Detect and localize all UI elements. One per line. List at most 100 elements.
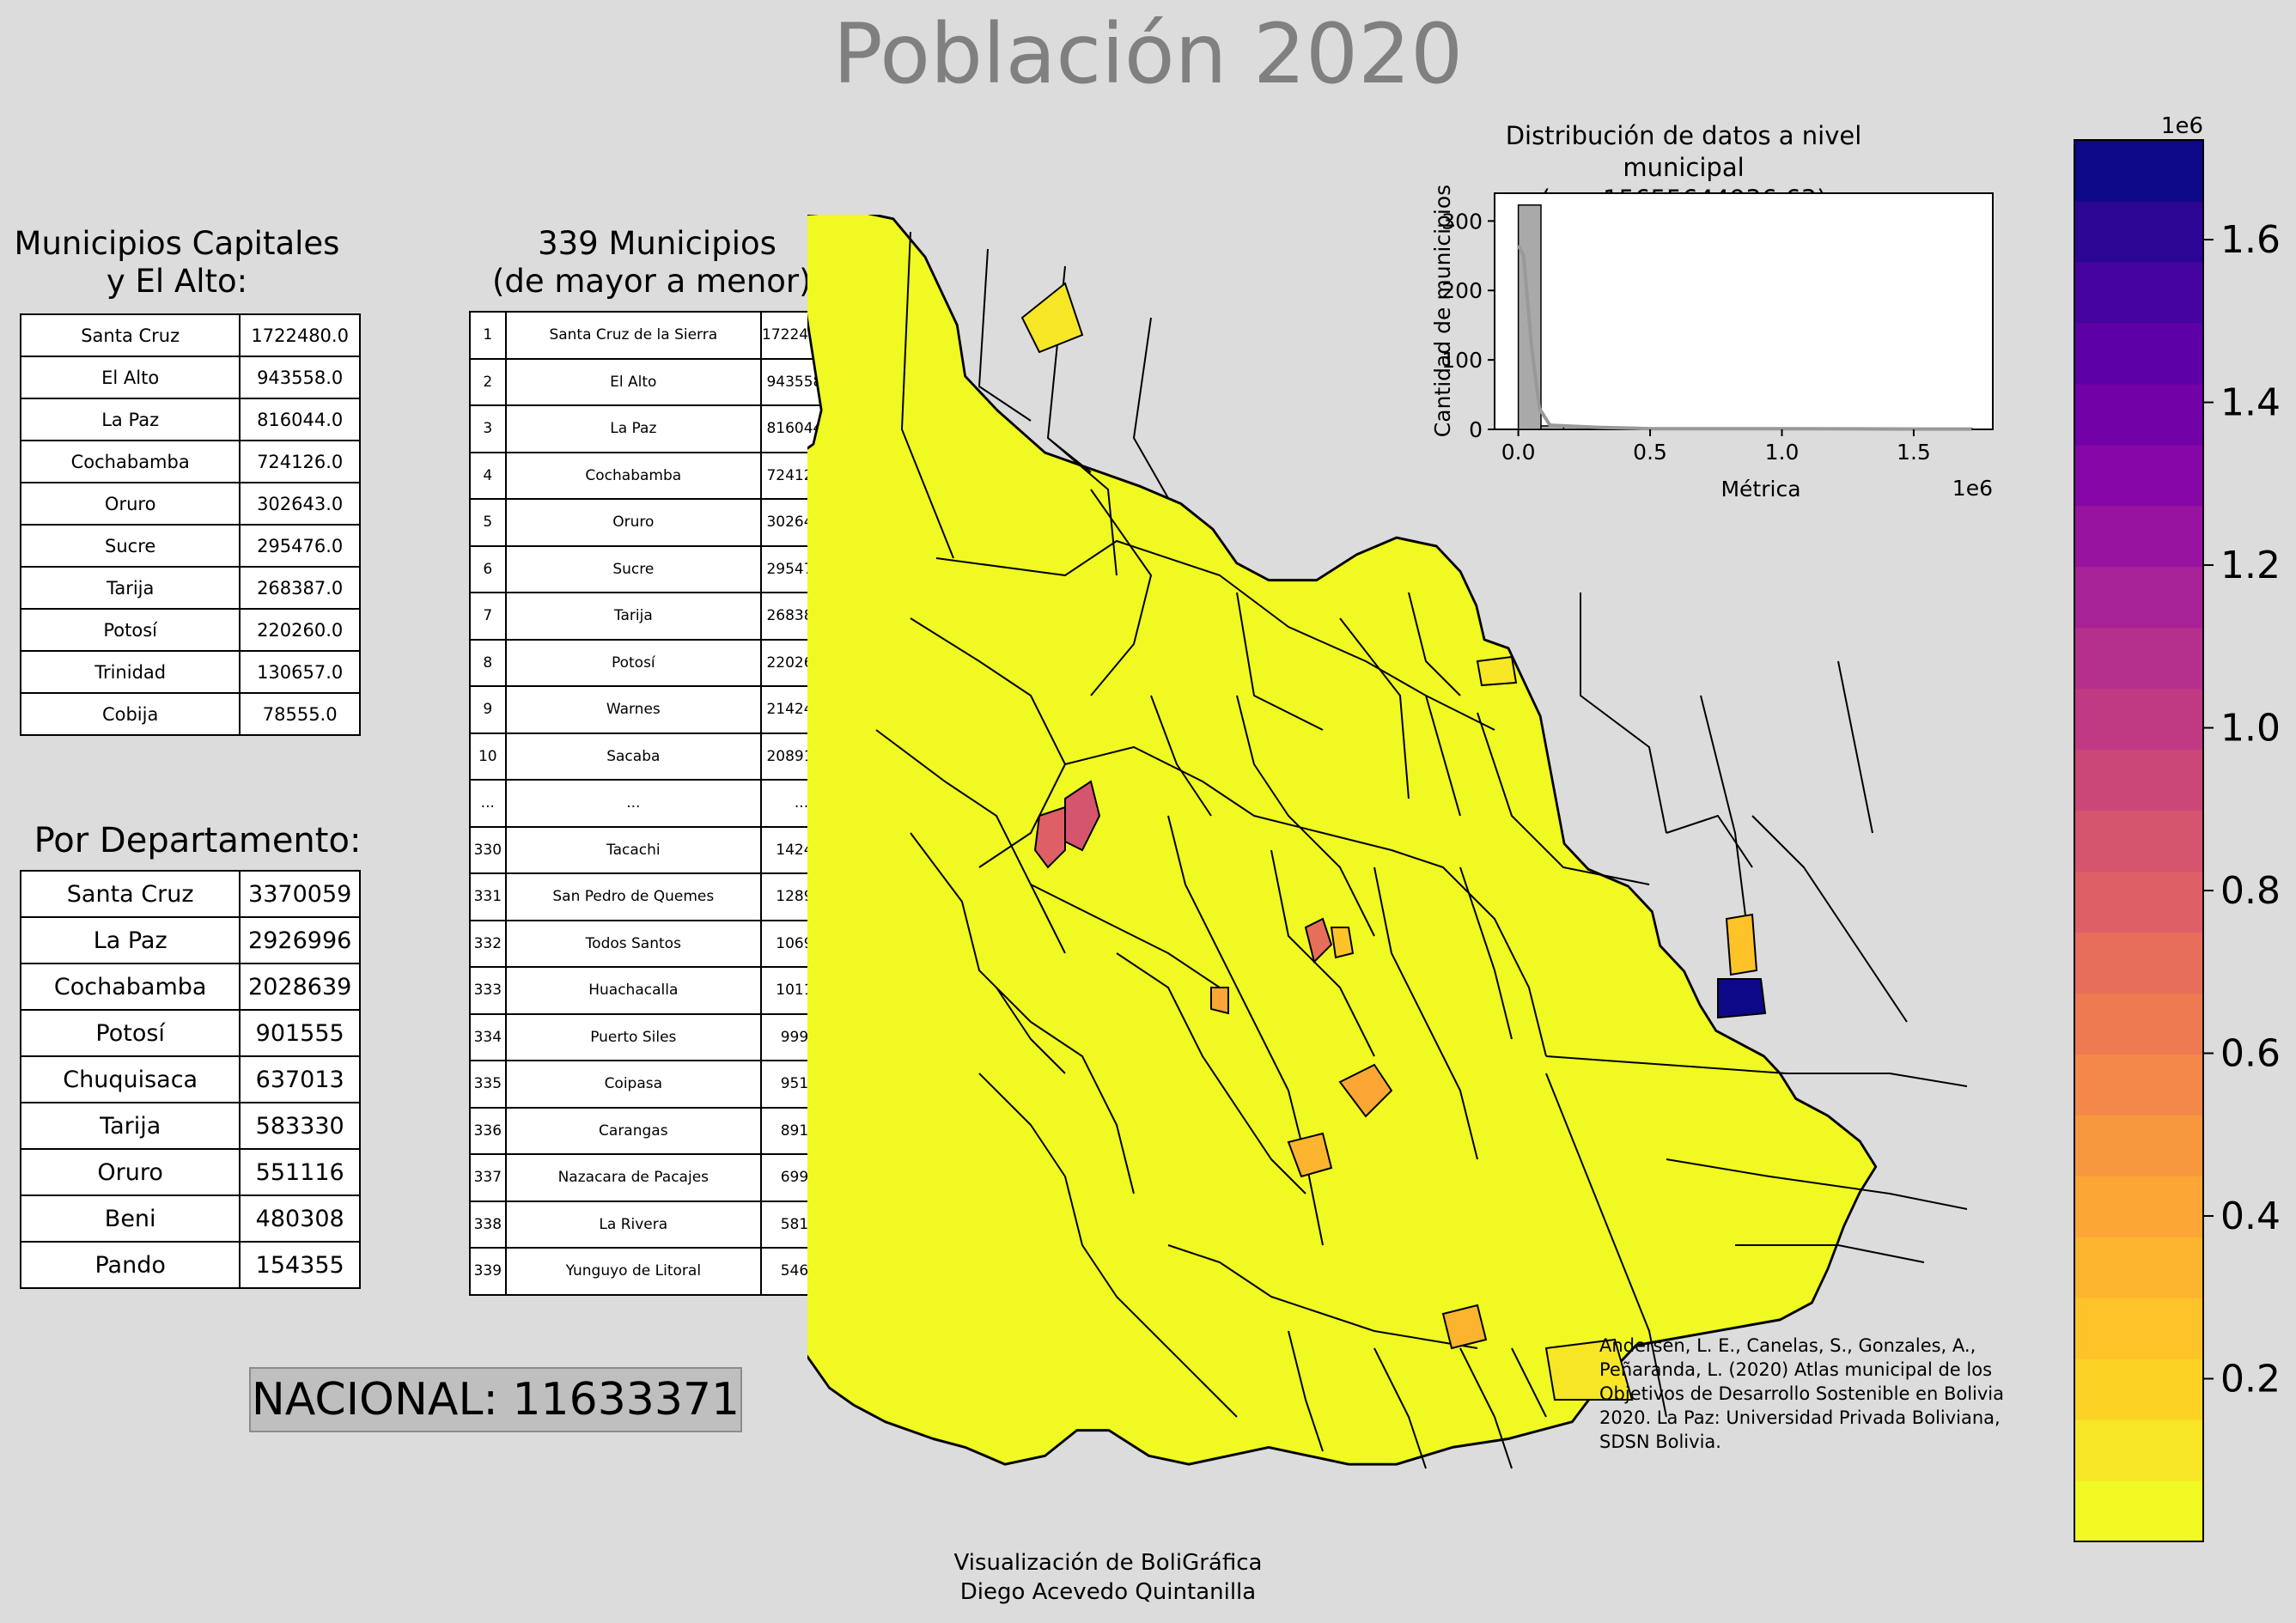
- municipality-row-name: La Paz: [504, 404, 763, 453]
- municipality-row-rank: 339: [469, 1247, 507, 1296]
- credits: Visualización de BoliGráfica Diego Aceve…: [773, 1548, 1443, 1607]
- colorbar-band: [2074, 444, 2203, 507]
- municipality-row: 10 Sacaba 208913.0: [469, 732, 843, 781]
- colorbar-band: [2074, 261, 2203, 324]
- municipality-row: 6 Sucre 295476.0: [469, 544, 843, 593]
- municipality-row-rank: 1: [469, 311, 507, 360]
- department-row: Pando 154355: [19, 1241, 361, 1289]
- municipalities-title-line2: (de mayor a menor):: [491, 263, 823, 300]
- department-row-value: 154355: [239, 1241, 361, 1289]
- municipality-row-rank: 333: [469, 966, 507, 1015]
- departments-table: Santa Cruz 3370059 La Paz 2926996 Cochabamba…: [19, 870, 361, 1289]
- colorbar-band: [2074, 749, 2203, 812]
- municipality-row-rank: 5: [469, 498, 507, 547]
- municipality-row-name: Tacachi: [504, 825, 763, 874]
- histogram-title-line1: Distribución de datos a nivel municipal: [1505, 121, 1862, 182]
- department-row: Potosí 901555: [19, 1009, 361, 1057]
- municipality-row-name: Tarija: [504, 592, 763, 641]
- histogram-kde-line: [1516, 244, 1972, 431]
- department-row: Beni 480308: [19, 1194, 361, 1243]
- municipality-row-name: Carangas: [504, 1106, 763, 1155]
- capital-row-value: 816044.0: [239, 398, 361, 441]
- capital-row: La Paz 816044.0: [19, 398, 361, 441]
- page-title: Población 2020: [832, 6, 1464, 102]
- capital-row: Tarija 268387.0: [19, 566, 361, 610]
- capital-row-value: 130657.0: [239, 650, 361, 694]
- municipality-row-rank: ...: [469, 779, 507, 828]
- municipality-row: 332 Todos Santos 1069.0: [469, 919, 843, 968]
- capital-row-name: La Paz: [19, 398, 241, 441]
- municipality-row-name: La Rivera: [504, 1200, 763, 1249]
- department-row-name: Cochabamba: [19, 963, 241, 1011]
- capital-row-value: 302643.0: [239, 482, 361, 526]
- municipality-row-rank: 335: [469, 1060, 507, 1109]
- municipality-row-rank: 331: [469, 872, 507, 921]
- colorbar-band: [2074, 1419, 2203, 1481]
- capital-row-name: Trinidad: [19, 650, 241, 694]
- colorbar-band: [2074, 1054, 2203, 1115]
- national-total: NACIONAL: 11633371: [249, 1367, 742, 1432]
- department-row: Cochabamba 2028639: [19, 963, 361, 1011]
- source-reference: Andersen, L. E., Canelas, S., Gonzales, …: [1599, 1335, 2005, 1452]
- department-row-value: 2926996: [239, 916, 361, 964]
- map-region-la-paz: [1033, 805, 1066, 869]
- department-row: Chuquisaca 637013: [19, 1055, 361, 1103]
- municipality-row-rank: 332: [469, 919, 507, 968]
- municipality-row-name: Coipasa: [504, 1060, 763, 1109]
- colorbar-tick-label: 1.2: [2220, 544, 2281, 587]
- colorbar-tick-label: 0.4: [2220, 1194, 2281, 1238]
- municipality-row-rank: 8: [469, 638, 507, 687]
- map-region-sacaba: [1330, 927, 1355, 959]
- department-row-name: La Paz: [19, 916, 241, 964]
- municipality-row-name: Yunguyo de Litoral: [504, 1247, 763, 1296]
- map-region-santa-cruz: [1717, 978, 1767, 1019]
- municipality-row-name: ...: [504, 779, 763, 828]
- capital-row: El Alto 943558.0: [19, 356, 361, 399]
- colorbar-band: [2074, 1176, 2203, 1237]
- colorbar-offset-label: 1e6: [2161, 113, 2203, 139]
- municipality-row: 8 Potosí 220260.0: [469, 638, 843, 687]
- municipality-row-name: Todos Santos: [504, 919, 763, 968]
- histogram-x-label: Métrica: [1720, 477, 1800, 501]
- histogram-y-tick-label: 200: [1441, 278, 1483, 303]
- department-row-name: Potosí: [19, 1009, 241, 1057]
- municipality-row: 1 Santa Cruz de la Sierra 1722480.0: [469, 311, 843, 360]
- colorbar-band: [2074, 871, 2203, 933]
- histogram-y-tick-label: 0: [1469, 417, 1483, 442]
- municipality-row-name: Huachacalla: [504, 966, 763, 1015]
- map-region-yacuiba: [1544, 1338, 1634, 1401]
- department-row: Oruro 551116: [19, 1148, 361, 1196]
- histogram-x-ticks: 0.0 0.5 1.0 1.5: [1501, 429, 1931, 465]
- histogram-chart: 0.0 0.5 1.0 1.5 0 100 200 300 Métrica 1e6 Cant…: [1430, 185, 1994, 501]
- municipality-row-rank: 337: [469, 1153, 507, 1202]
- municipality-row: 4 Cochabamba 724126.0: [469, 451, 843, 500]
- municipalities-title: 339 Municipios (de mayor a menor):: [471, 225, 843, 301]
- bolivia-map: [807, 215, 1967, 1469]
- municipality-row: 335 Coipasa 951.0: [469, 1060, 843, 1109]
- municipality-row: 337 Nazacara de Pacajes 699.0: [469, 1153, 843, 1202]
- municipality-row-name: El Alto: [504, 357, 763, 406]
- departments-title: Por Departamento:: [33, 821, 362, 860]
- municipality-row-rank: 10: [469, 732, 507, 781]
- municipality-row-rank: 338: [469, 1200, 507, 1249]
- histogram-y-label: Cantidad de municipios: [1430, 185, 1455, 437]
- capitals-title: Municipios Capitales y El Alto:: [0, 225, 354, 301]
- capital-row: Cobija 78555.0: [19, 692, 361, 736]
- histogram-x-tick-label: 0.5: [1633, 440, 1667, 465]
- capital-row: Potosí 220260.0: [19, 608, 361, 652]
- colorbar-band: [2074, 1298, 2203, 1359]
- municipality-row-name: Santa Cruz de la Sierra: [504, 311, 763, 360]
- capitals-table: Santa Cruz 1722480.0 El Alto 943558.0 La Paz…: [19, 313, 361, 736]
- colorbar-ticks: 0.2 0.4 0.6 0.8 1.0 1.2 1.4 1.6: [2203, 218, 2281, 1401]
- municipality-row-rank: 9: [469, 685, 507, 734]
- capital-row-value: 1722480.0: [239, 313, 361, 357]
- municipality-row-rank: 2: [469, 357, 507, 406]
- department-row-value: 901555: [239, 1009, 361, 1057]
- histogram-x-offset: 1e6: [1952, 476, 1993, 501]
- credits-line2: Diego Acevedo Quintanilla: [959, 1579, 1257, 1605]
- department-row-value: 2028639: [239, 963, 361, 1011]
- municipality-row: 336 Carangas 891.0: [469, 1106, 843, 1155]
- colorbar-band: [2074, 932, 2203, 994]
- municipality-row-name: Nazacara de Pacajes: [504, 1153, 763, 1202]
- capital-row: Sucre 295476.0: [19, 524, 361, 568]
